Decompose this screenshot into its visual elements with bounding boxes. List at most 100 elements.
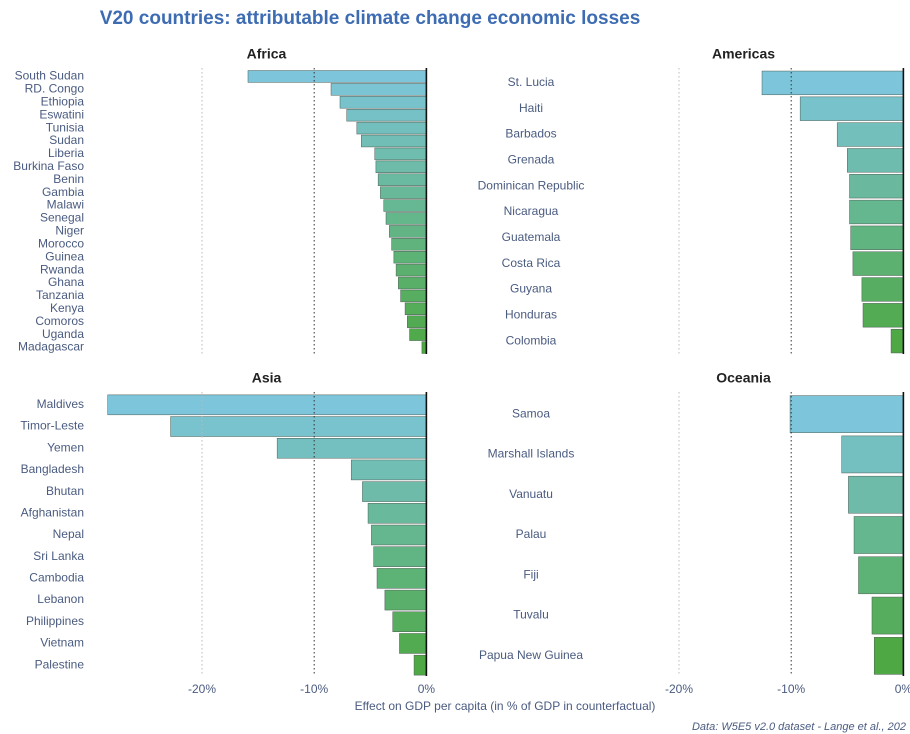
category-label: Tunisia [46,120,85,134]
bar [392,611,427,632]
category-label: Benin [53,172,84,186]
category-label: Morocco [38,236,84,250]
category-label: Philippines [26,614,84,628]
bar [371,524,427,546]
category-label: Sri Lanka [33,549,84,563]
bar [389,225,427,238]
bar [330,83,427,96]
category-label: Palestine [35,657,85,671]
category-label: Papua New Guinea [479,648,583,662]
bar [789,395,904,433]
category-label: Marshall Islands [488,447,575,461]
bar [395,263,427,277]
bar [400,289,427,303]
category-label: Ghana [48,275,84,289]
bar [407,315,427,328]
bar [276,438,427,459]
category-label: Nepal [53,527,84,541]
bar [339,96,427,109]
category-label: Senegal [40,211,84,225]
bar [404,302,427,316]
bar [356,121,427,135]
category-label: Eswatini [39,107,84,121]
category-label: Guinea [45,249,84,263]
x-tick-label: -10% [300,682,328,696]
bar [398,276,427,290]
category-label: Costa Rica [502,256,561,270]
bar [873,637,904,675]
bar [399,633,427,654]
category-label: Sudan [49,133,84,147]
category-label: Colombia [506,333,557,347]
bar [385,212,427,225]
panel-title: Americas [712,46,775,62]
bar [409,328,427,341]
category-label: Samoa [512,406,550,420]
category-label: Rwanda [40,262,84,276]
category-label: Kenya [50,301,84,315]
panel-title: Asia [252,370,282,386]
source-note: Data: W5E5 v2.0 dataset - Lange et al., … [692,721,906,733]
category-label: Palau [516,527,547,541]
bar [862,303,904,328]
category-label: Madagascar [18,340,84,354]
bar [376,568,427,589]
category-label: Barbados [505,127,556,141]
x-tick-label: -20% [188,682,216,696]
category-label: Vanuatu [509,487,553,501]
category-label: Haiti [519,101,543,115]
bar [849,174,904,199]
category-label: Nicaragua [504,204,559,218]
bar [346,108,427,122]
category-label: Cambodia [29,571,84,585]
category-label: Lebanon [37,592,84,606]
category-label: Afghanistan [21,505,84,519]
x-axis-label: Effect on GDP per capita (in % of GDP in… [355,699,656,713]
category-label: Yemen [47,440,84,454]
bar [847,148,904,173]
category-label: RD. Congo [25,82,85,96]
bar [393,250,427,264]
category-label: Bangladesh [21,462,84,476]
bar [850,225,904,250]
x-tick-label: -20% [665,682,693,696]
bar [858,556,904,595]
bar [853,516,904,554]
bar [375,160,427,174]
category-label: Timor-Leste [20,419,84,433]
x-tick-label: -10% [777,682,805,696]
bar [391,238,427,251]
category-label: Ethiopia [41,94,85,108]
bar [836,122,904,147]
bar [380,186,427,199]
panel-title: Africa [247,46,287,62]
category-label: Comoros [35,314,84,328]
panel-title: Oceania [716,370,771,386]
x-tick-label: 0% [418,682,436,696]
bar [861,277,904,302]
bar [107,394,427,416]
category-label: Burkina Faso [13,159,84,173]
category-label: South Sudan [15,69,84,83]
bar [350,459,427,481]
bar [362,481,427,502]
category-label: Liberia [48,146,84,160]
category-label: Vietnam [40,636,84,650]
bar [383,199,427,212]
category-label: St. Lucia [508,75,555,89]
category-label: Niger [55,224,84,238]
category-label: Guyana [510,282,552,296]
bar [849,199,904,225]
bar [374,147,427,161]
category-label: Maldives [37,397,84,411]
bar [373,546,427,567]
category-label: Fiji [523,567,538,581]
bar [871,596,904,635]
bar [170,416,427,437]
category-label: Grenada [508,153,555,167]
bar [848,475,904,514]
chart-title: V20 countries: attributable climate chan… [100,8,641,29]
category-label: Tuvalu [513,608,549,622]
bar [890,328,904,354]
